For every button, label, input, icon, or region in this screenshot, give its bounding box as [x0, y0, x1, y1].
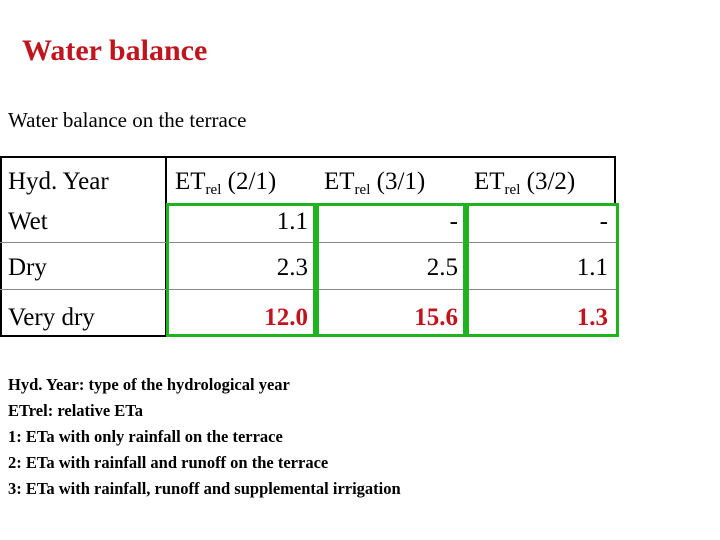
row-very-dry-c1: 12.0 — [264, 304, 308, 331]
row-dry-label: Dry — [8, 254, 47, 281]
row-wet-c3: - — [599, 208, 608, 235]
row-wet-c1: 1.1 — [276, 208, 308, 235]
note-line: ETrel: relative ETa — [8, 401, 144, 420]
note-line: Hyd. Year: type of the hydrological year — [8, 375, 290, 394]
note-line: 2: ETa with rainfall and runoff on the t… — [8, 453, 329, 472]
header-etrel-3-2: ETrel (3/2) — [474, 168, 576, 198]
highlight-box-col-3-2 — [466, 203, 619, 337]
row-wet-label: Wet — [8, 208, 48, 235]
highlight-box-col-2-1 — [166, 203, 316, 337]
table-top-border — [0, 156, 616, 158]
header-hyd-year: Hyd. Year — [8, 168, 109, 195]
header-etrel-2-1: ETrel (2/1) — [175, 168, 277, 198]
water-balance-table: Hyd. Year ETrel (2/1) ETrel (3/1) ETrel … — [0, 156, 619, 337]
legend-notes: Hyd. Year: type of the hydrological year… — [8, 372, 401, 502]
row-divider-2 — [0, 289, 616, 290]
header-etrel-3-1: ETrel (3/1) — [324, 168, 426, 198]
table-left-border — [0, 156, 2, 337]
table-right-border — [614, 156, 616, 206]
row-very-dry-label: Very dry — [8, 304, 95, 331]
note-line: 3: ETa with rainfall, runoff and supplem… — [8, 479, 401, 498]
row-very-dry-c3: 1.3 — [576, 304, 608, 331]
row-wet-c2: - — [449, 208, 458, 235]
row-dry-c1: 2.3 — [276, 254, 308, 281]
page-title: Water balance — [22, 34, 208, 67]
row-divider-1 — [0, 242, 616, 243]
row-dry-c2: 2.5 — [426, 254, 458, 281]
note-line: 1: ETa with only rainfall on the terrace — [8, 427, 283, 446]
row-dry-c3: 1.1 — [576, 254, 608, 281]
highlight-box-col-3-1 — [316, 203, 466, 337]
row-very-dry-c2: 15.6 — [414, 304, 458, 331]
table-caption: Water balance on the terrace — [8, 108, 247, 132]
